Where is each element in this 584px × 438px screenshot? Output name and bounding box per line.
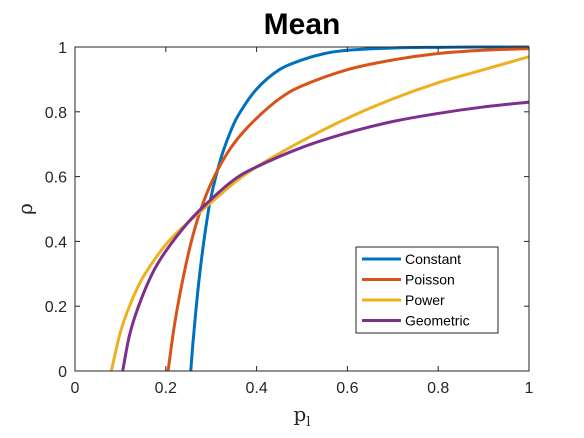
- y-tick-label: 1: [58, 40, 67, 57]
- x-tick-label: 0.4: [245, 380, 267, 397]
- x-axis-label: pl: [294, 402, 311, 430]
- x-tick-label: 0: [71, 380, 80, 397]
- x-tick-label: 0.8: [427, 380, 449, 397]
- x-tick-label: 1: [525, 380, 534, 397]
- x-tick-label: 0.2: [155, 380, 177, 397]
- series-line-power: [109, 55, 530, 372]
- plot-frame: [74, 46, 530, 372]
- x-tick-label: 0.6: [336, 380, 358, 397]
- y-tick-label: 0.4: [45, 234, 67, 251]
- series-layer: [109, 45, 530, 372]
- y-tick-label: 0: [58, 364, 67, 381]
- y-axis-label: ρ: [13, 203, 37, 215]
- legend-label-power: Power: [405, 292, 445, 308]
- legend-label-poisson: Poisson: [405, 272, 455, 288]
- legend-box: [355, 246, 499, 334]
- y-tick-label: 0.2: [45, 299, 67, 316]
- y-tick-label: 0.8: [45, 105, 67, 122]
- x-axis-label-main: p: [294, 402, 307, 426]
- x-axis-label-subscript: l: [306, 415, 310, 430]
- ticks-layer: 0 0.2 0.4 0.6 0.8 1 0 0.2 0.4 0.6 0.8 1: [45, 40, 534, 397]
- legend-label-geometric: Geometric: [405, 313, 470, 329]
- y-tick-label: 0.6: [45, 170, 67, 187]
- legend-label-constant: Constant: [405, 251, 461, 267]
- series-line-poisson: [166, 47, 530, 372]
- legend: Constant Poisson Power Geometric: [355, 246, 499, 334]
- series-line-geometric: [121, 100, 530, 372]
- series-line-constant: [189, 45, 530, 372]
- chart-title: Mean: [264, 8, 341, 41]
